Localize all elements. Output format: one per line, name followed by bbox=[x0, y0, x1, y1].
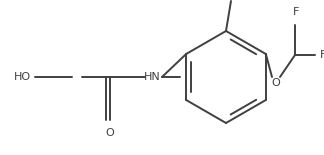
Text: F: F bbox=[320, 50, 324, 60]
Text: O: O bbox=[106, 128, 114, 138]
Text: O: O bbox=[272, 78, 280, 88]
Text: HO: HO bbox=[13, 72, 30, 82]
Text: F: F bbox=[293, 7, 299, 17]
Text: HN: HN bbox=[144, 72, 160, 82]
